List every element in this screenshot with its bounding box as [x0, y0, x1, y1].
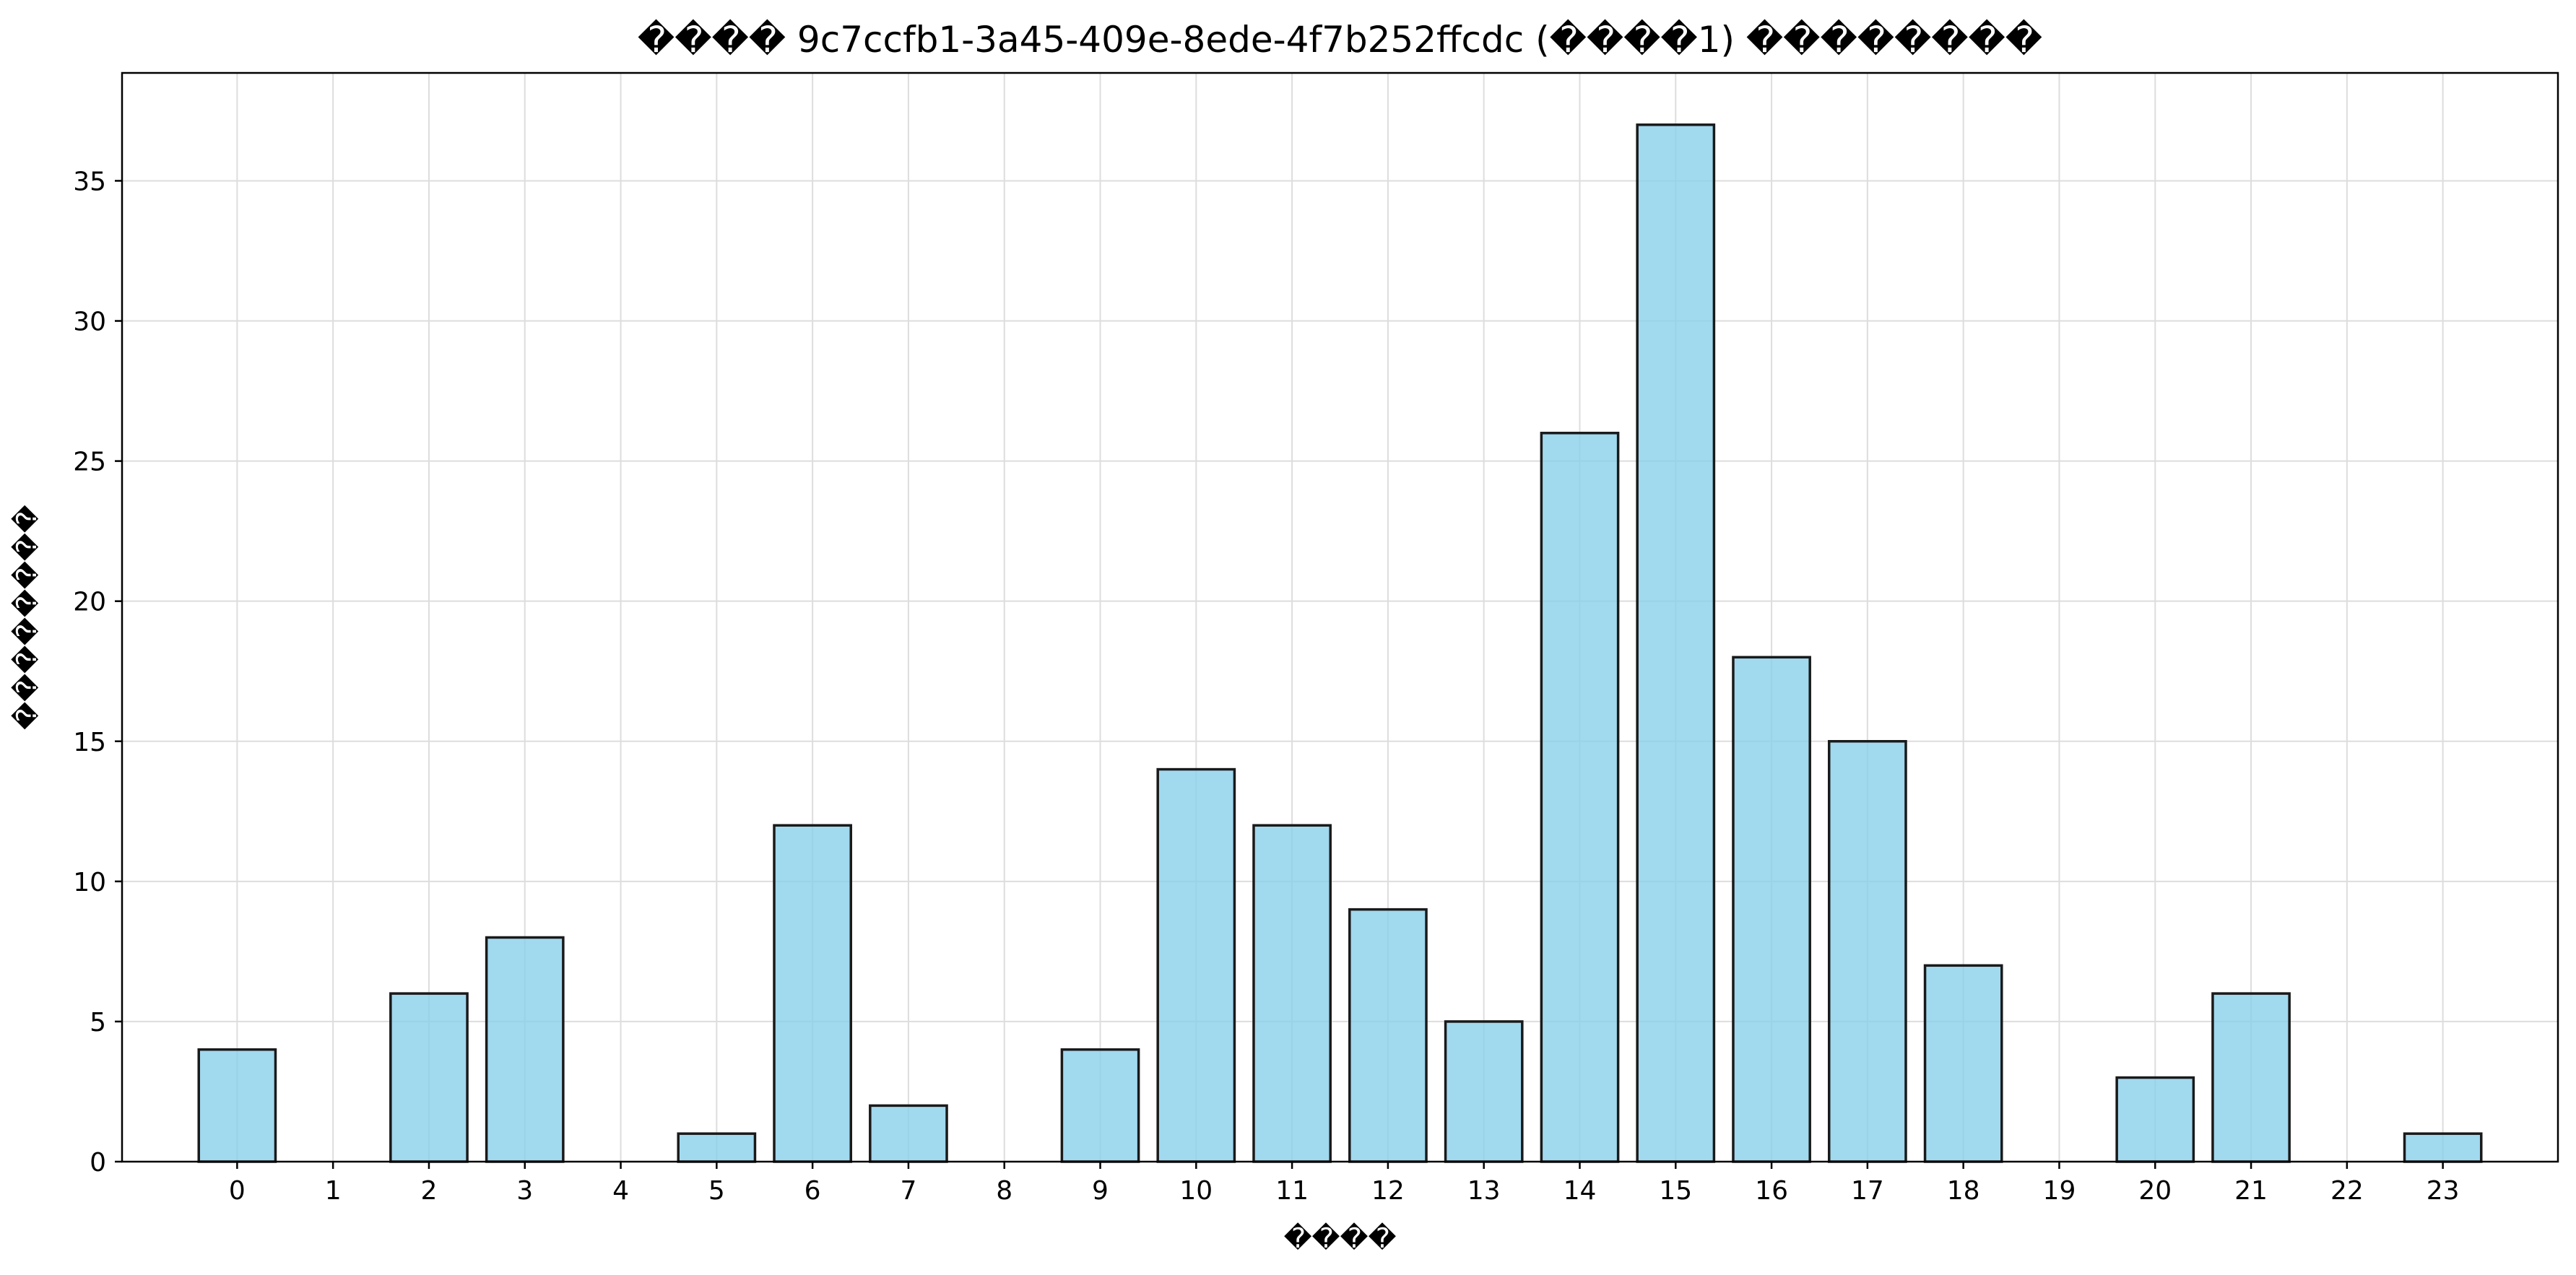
y-tick-label: 15	[73, 728, 106, 757]
bar-2	[389, 992, 469, 1163]
x-tick-label: 14	[1564, 1176, 1597, 1206]
x-tick-label: 2	[420, 1176, 437, 1206]
x-tick-label: 5	[708, 1176, 725, 1206]
x-tick-label: 17	[1851, 1176, 1884, 1206]
y-tick-label: 0	[90, 1148, 106, 1178]
bars	[197, 123, 2483, 1163]
y-tick-label: 25	[73, 448, 106, 477]
bar-17	[1828, 740, 1907, 1163]
x-tick-label: 7	[900, 1176, 916, 1206]
x-tick-label: 13	[1467, 1176, 1501, 1206]
bar-18	[1923, 964, 2003, 1163]
plot-frame	[121, 71, 2559, 1163]
bar-23	[2403, 1132, 2483, 1163]
x-tick-label: 19	[2043, 1176, 2076, 1206]
x-tick-label: 8	[996, 1176, 1012, 1206]
x-tick-label: 11	[1275, 1176, 1309, 1206]
bar-9	[1060, 1048, 1140, 1163]
x-tick-label: 1	[325, 1176, 342, 1206]
x-tick-label: 9	[1092, 1176, 1109, 1206]
y-tick-label: 35	[73, 167, 106, 196]
bar-0	[197, 1048, 277, 1163]
bar-3	[485, 936, 565, 1163]
y-axis-label: ��������	[11, 505, 43, 730]
bar-21	[2211, 992, 2291, 1163]
bar-16	[1732, 656, 1811, 1163]
y-tick-label: 30	[73, 308, 106, 337]
ticks: 0 1 2 3 4 5 6 7 8 9 10 11 12 13 14 15 16 17 18 19 20 21 22 2305…	[73, 167, 2459, 1206]
bar-7	[869, 1104, 948, 1163]
bar-5	[677, 1132, 757, 1163]
x-tick-label: 6	[805, 1176, 821, 1206]
x-axis-label: ����	[1284, 1222, 1397, 1254]
bar-6	[773, 824, 852, 1163]
x-tick-label: 23	[2427, 1176, 2460, 1206]
x-tick-label: 21	[2234, 1176, 2268, 1206]
y-tick-label: 20	[73, 588, 106, 617]
x-tick-label: 10	[1179, 1176, 1213, 1206]
x-tick-label: 0	[229, 1176, 246, 1206]
y-tick-label: 10	[73, 868, 106, 897]
bar-13	[1444, 1020, 1524, 1163]
y-tick-label: 5	[90, 1008, 106, 1037]
x-tick-label: 3	[516, 1176, 533, 1206]
bar-11	[1252, 824, 1332, 1163]
x-tick-label: 22	[2330, 1176, 2364, 1206]
bar-14	[1540, 432, 1620, 1163]
bar-20	[2115, 1076, 2195, 1163]
x-tick-label: 4	[612, 1176, 629, 1206]
x-tick-label: 16	[1755, 1176, 1788, 1206]
x-tick-label: 20	[2138, 1176, 2172, 1206]
bar-10	[1156, 767, 1236, 1163]
x-tick-label: 18	[1947, 1176, 1980, 1206]
chart-title: ���� 9c7ccfb1-3a45-409e-8ede-4f7b252ffcd…	[638, 19, 2042, 61]
bar-15	[1636, 123, 1716, 1163]
x-tick-label: 12	[1371, 1176, 1405, 1206]
x-tick-label: 15	[1659, 1176, 1692, 1206]
bar-12	[1348, 908, 1428, 1163]
